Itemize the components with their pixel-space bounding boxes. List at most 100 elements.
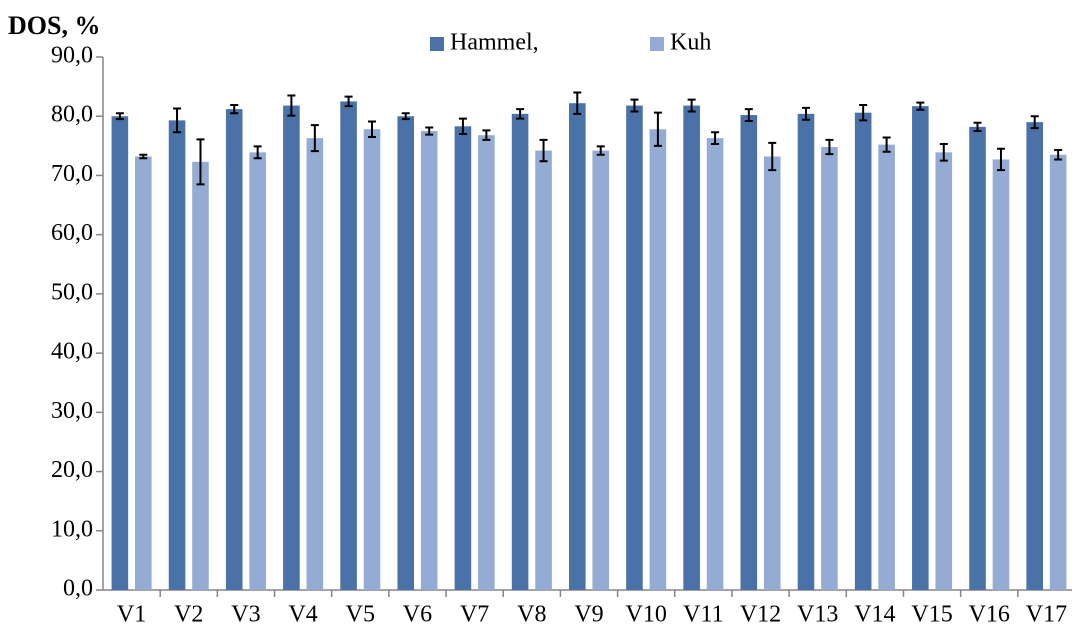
bar bbox=[568, 103, 586, 591]
bar bbox=[192, 161, 209, 590]
error-bar bbox=[196, 138, 205, 186]
bar bbox=[626, 105, 643, 590]
bar bbox=[511, 113, 529, 590]
bar bbox=[912, 106, 929, 590]
x-tick-label: V2 bbox=[174, 602, 203, 628]
error-bar bbox=[310, 124, 319, 153]
x-tick-label: V3 bbox=[231, 602, 260, 628]
bar bbox=[763, 156, 781, 590]
error-bar bbox=[253, 145, 262, 160]
error-bar bbox=[711, 131, 720, 146]
x-tick-label: V15 bbox=[911, 602, 952, 628]
error-bar bbox=[916, 101, 925, 111]
bar bbox=[935, 152, 953, 590]
chart-title: DOS, % bbox=[8, 11, 100, 40]
y-tick-label: 80,0 bbox=[51, 102, 93, 128]
error-bar bbox=[882, 136, 891, 153]
bar bbox=[397, 116, 415, 590]
x-tick-label: V8 bbox=[517, 602, 546, 628]
bar bbox=[992, 159, 1010, 590]
legend-label: Hammel, bbox=[450, 30, 539, 56]
error-bar bbox=[973, 121, 982, 133]
error-bar bbox=[344, 95, 353, 108]
x-tick-label: V6 bbox=[403, 602, 432, 628]
bar bbox=[135, 156, 152, 590]
error-bar bbox=[859, 103, 868, 122]
bar bbox=[420, 131, 438, 590]
y-tick-label: 0,0 bbox=[63, 576, 93, 602]
bar bbox=[592, 150, 610, 590]
error-bar bbox=[939, 143, 948, 162]
bar bbox=[168, 120, 186, 591]
bar bbox=[249, 152, 266, 590]
x-tick-label: V7 bbox=[460, 602, 489, 628]
bar bbox=[740, 115, 758, 590]
error-bar bbox=[115, 112, 124, 121]
error-bar bbox=[653, 111, 662, 147]
x-tick-label: V9 bbox=[574, 602, 603, 628]
x-tick-label: V5 bbox=[346, 602, 375, 628]
x-tick-label: V17 bbox=[1026, 602, 1067, 628]
x-tick-label: V10 bbox=[626, 602, 667, 628]
error-bar bbox=[825, 138, 834, 156]
error-bar bbox=[996, 147, 1005, 172]
error-bar bbox=[630, 98, 639, 113]
bar bbox=[878, 144, 895, 590]
error-bar bbox=[173, 107, 182, 134]
error-bar bbox=[287, 94, 296, 117]
y-tick-label: 20,0 bbox=[51, 457, 93, 483]
legend-swatch bbox=[430, 37, 444, 51]
error-bar bbox=[801, 106, 810, 121]
x-tick-label: V14 bbox=[854, 602, 895, 628]
error-bar bbox=[1030, 115, 1039, 130]
x-tick-label: V16 bbox=[969, 602, 1010, 628]
y-tick-label: 60,0 bbox=[51, 220, 93, 246]
bar bbox=[649, 129, 667, 591]
x-tick-label: V1 bbox=[117, 602, 146, 628]
error-bar bbox=[368, 120, 377, 138]
error-bar bbox=[425, 126, 434, 136]
y-tick-label: 70,0 bbox=[51, 161, 93, 187]
error-bar bbox=[744, 108, 753, 122]
error-bar bbox=[687, 98, 696, 113]
bar bbox=[111, 116, 129, 590]
bar bbox=[454, 126, 472, 590]
x-tick-label: V11 bbox=[683, 602, 723, 628]
legend-label: Kuh bbox=[670, 30, 711, 56]
bar bbox=[797, 113, 815, 590]
error-bar bbox=[1054, 148, 1063, 161]
bar bbox=[283, 105, 300, 590]
x-tick-label: V12 bbox=[740, 602, 781, 628]
bar bbox=[854, 112, 872, 591]
error-bar bbox=[516, 108, 525, 120]
error-bar bbox=[768, 141, 777, 172]
bar bbox=[225, 109, 243, 591]
error-bar bbox=[401, 112, 410, 121]
error-bar bbox=[139, 153, 148, 160]
bar bbox=[340, 101, 357, 591]
bar bbox=[821, 147, 838, 591]
bar bbox=[363, 129, 381, 591]
bar bbox=[478, 135, 495, 590]
bar bbox=[1026, 122, 1043, 591]
error-bar bbox=[539, 138, 548, 163]
x-tick-label: V4 bbox=[288, 602, 317, 628]
bar bbox=[706, 138, 724, 590]
y-tick-label: 50,0 bbox=[51, 279, 93, 305]
bar bbox=[683, 105, 700, 590]
legend-swatch bbox=[650, 37, 664, 51]
bar bbox=[1049, 154, 1067, 590]
error-bar bbox=[482, 129, 491, 141]
error-bar bbox=[458, 117, 467, 135]
bar bbox=[969, 126, 986, 590]
error-bar bbox=[230, 103, 239, 115]
y-tick-label: 10,0 bbox=[51, 516, 93, 542]
y-tick-label: 40,0 bbox=[51, 339, 93, 365]
y-tick-label: 90,0 bbox=[51, 43, 93, 69]
x-tick-label: V13 bbox=[797, 602, 838, 628]
y-tick-label: 30,0 bbox=[51, 398, 93, 424]
bar bbox=[535, 150, 552, 590]
bar bbox=[306, 138, 324, 590]
